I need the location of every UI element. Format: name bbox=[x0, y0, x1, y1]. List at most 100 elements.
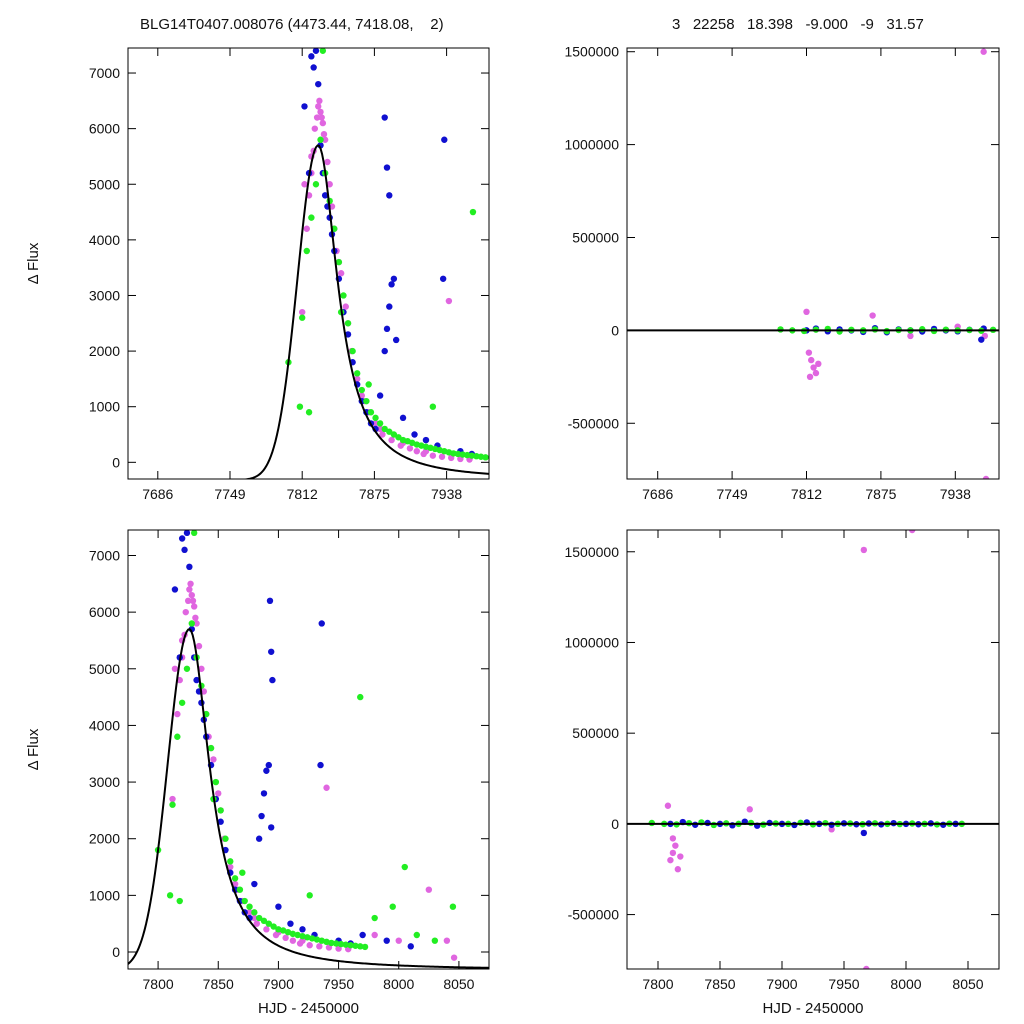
data-point-bottom-right-s0-1 bbox=[667, 856, 674, 864]
data-point-bottom-left-s1-40 bbox=[359, 931, 366, 939]
data-point-bottom-left-s2-14 bbox=[231, 875, 239, 882]
data-point-top-left-s1-22 bbox=[376, 392, 384, 399]
data-point-bottom-left-s2-32 bbox=[318, 937, 325, 944]
data-point-bottom-left-s1-38 bbox=[268, 648, 275, 655]
data-point-bottom-left-s0-10 bbox=[193, 620, 200, 627]
data-point-top-left-s1-5 bbox=[315, 80, 322, 88]
data-point-top-left-s0-5 bbox=[311, 125, 318, 132]
x-tick-label-bottom-left-5: 8050 bbox=[443, 976, 474, 992]
data-point-top-left-s2-11 bbox=[344, 320, 352, 327]
data-point-bottom-left-s0-33 bbox=[171, 665, 179, 672]
data-point-bottom-left-s1-28 bbox=[268, 824, 275, 831]
data-point-bottom-left-s0-29 bbox=[316, 943, 323, 950]
data-point-bottom-right-s0-4 bbox=[674, 866, 682, 873]
data-point-bottom-left-s1-0 bbox=[171, 586, 179, 593]
data-point-bottom-left-s0-9 bbox=[190, 603, 198, 610]
data-point-top-left-s1-30 bbox=[411, 431, 418, 438]
data-point-bottom-left-s2-17 bbox=[246, 903, 253, 910]
data-point-top-left-s1-3 bbox=[310, 64, 317, 71]
x-tick-label-bottom-right-4: 8000 bbox=[890, 976, 921, 992]
data-point-bottom-left-s2-40 bbox=[357, 943, 364, 950]
panel-title-left: BLG14T0407.008076 (4473.44, 7418.08, 2) bbox=[140, 16, 444, 33]
data-point-bottom-left-s2-35 bbox=[332, 940, 340, 947]
data-point-bottom-left-s2-24 bbox=[280, 927, 287, 934]
data-point-bottom-left-s0-35 bbox=[187, 580, 194, 588]
data-point-bottom-left-s2-19 bbox=[255, 914, 263, 922]
data-point-top-left-s0-22 bbox=[379, 431, 386, 438]
data-point-top-left-s1-4 bbox=[312, 48, 320, 54]
data-point-top-left-s1-23 bbox=[381, 347, 388, 355]
data-point-bottom-left-s0-5 bbox=[182, 608, 189, 616]
data-point-bottom-left-s1-25 bbox=[260, 790, 268, 797]
data-point-bottom-left-s2-16 bbox=[241, 897, 248, 905]
data-point-bottom-left-s1-26 bbox=[263, 767, 270, 774]
data-point-top-left-s0-8 bbox=[317, 108, 324, 116]
data-point-top-left-s0-10 bbox=[321, 136, 329, 143]
data-point-bottom-left-s0-23 bbox=[263, 926, 270, 933]
data-point-bottom-right-s0-8 bbox=[828, 826, 835, 833]
data-point-bottom-left-s2-10 bbox=[212, 778, 220, 786]
data-point-top-left-s0-15 bbox=[337, 270, 345, 277]
data-point-bottom-left-s0-18 bbox=[227, 863, 234, 871]
y-tick-label-bottom-left-7: 7000 bbox=[89, 547, 120, 563]
data-point-top-left-s0-26 bbox=[413, 447, 420, 455]
plot-frame-top-left bbox=[127, 47, 490, 480]
y-tick-label-top-left-0: 0 bbox=[112, 454, 120, 470]
data-point-bottom-left-s0-37 bbox=[192, 614, 199, 621]
data-point-bottom-left-s0-50 bbox=[450, 954, 458, 961]
data-point-top-left-s2-47 bbox=[429, 403, 437, 410]
data-point-top-left-s1-25 bbox=[386, 303, 393, 310]
y-tick-label-bottom-left-4: 4000 bbox=[89, 717, 120, 733]
data-point-bottom-left-s1-4 bbox=[183, 530, 191, 537]
data-point-top-left-s1-8 bbox=[321, 192, 329, 199]
data-point-bottom-left-s0-22 bbox=[253, 920, 260, 927]
data-point-top-left-s0-29 bbox=[438, 453, 446, 460]
data-point-bottom-left-s2-51 bbox=[401, 863, 408, 871]
data-point-top-left-s2-22 bbox=[395, 434, 402, 441]
data-point-bottom-left-s2-37 bbox=[342, 941, 349, 948]
data-point-bottom-right-s2-5 bbox=[710, 821, 717, 829]
data-point-top-left-s2-3 bbox=[308, 214, 315, 221]
data-point-bottom-left-s0-12 bbox=[198, 665, 205, 672]
x-tick-label-top-left-4: 7938 bbox=[431, 486, 462, 502]
data-point-bottom-left-s1-33 bbox=[317, 761, 324, 769]
data-point-top-left-s2-43 bbox=[305, 409, 313, 416]
chart-panel-top-left: 0 1000 2000 3000 4000 5000 6000 7000 7686 7749 781… bbox=[25, 47, 490, 502]
data-point-bottom-right-s0-3 bbox=[672, 842, 679, 849]
data-point-top-left-s0-28 bbox=[429, 452, 437, 459]
data-point-bottom-right-s0-5 bbox=[677, 853, 684, 860]
data-point-top-right-s0-7 bbox=[869, 312, 876, 319]
data-point-bottom-left-s0-15 bbox=[210, 756, 217, 763]
data-point-bottom-left-s0-49 bbox=[443, 937, 451, 944]
data-point-bottom-left-s0-6 bbox=[184, 597, 192, 605]
data-point-top-right-s0-8 bbox=[907, 332, 914, 340]
data-layer-top-left bbox=[235, 48, 489, 479]
data-point-bottom-left-s0-45 bbox=[323, 784, 330, 791]
data-point-bottom-left-s2-23 bbox=[275, 926, 282, 933]
data-point-top-left-s0-23 bbox=[388, 436, 395, 444]
x-tick-label-bottom-right-0: 7800 bbox=[642, 976, 673, 992]
data-point-bottom-left-s2-0 bbox=[166, 892, 174, 899]
data-point-bottom-right-s1-10 bbox=[791, 821, 798, 829]
data-point-top-left-s0-33 bbox=[301, 181, 308, 188]
data-point-bottom-left-s0-36 bbox=[189, 597, 197, 605]
data-point-bottom-left-s0-42 bbox=[251, 914, 258, 922]
x-tick-label-bottom-right-5: 8050 bbox=[952, 976, 983, 992]
data-point-bottom-right-s0-2 bbox=[669, 849, 677, 857]
y-tick-label-bottom-left-6: 6000 bbox=[89, 604, 120, 620]
data-point-bottom-left-s2-29 bbox=[304, 934, 311, 941]
x-tick-label-bottom-left-3: 7950 bbox=[323, 976, 354, 992]
model-curve-top-left bbox=[235, 144, 489, 479]
y-tick-label-bottom-left-1: 1000 bbox=[89, 887, 120, 903]
plot-frame-top-right bbox=[626, 47, 1000, 480]
data-point-bottom-left-s2-34 bbox=[328, 939, 335, 947]
data-point-top-left-s2-17 bbox=[372, 414, 379, 422]
y-tick-label-top-right-3: 1000000 bbox=[564, 137, 619, 153]
data-point-top-left-s1-33 bbox=[439, 275, 447, 282]
x-axis-label-bottom-right: HJD - 2450000 bbox=[763, 1000, 864, 1017]
data-point-bottom-left-s2-13 bbox=[227, 858, 234, 865]
data-point-top-left-s0-9 bbox=[319, 119, 327, 127]
data-point-bottom-right-s0-6 bbox=[669, 835, 677, 842]
data-point-bottom-left-s2-9 bbox=[207, 744, 215, 752]
data-point-bottom-left-s1-24 bbox=[258, 812, 265, 820]
